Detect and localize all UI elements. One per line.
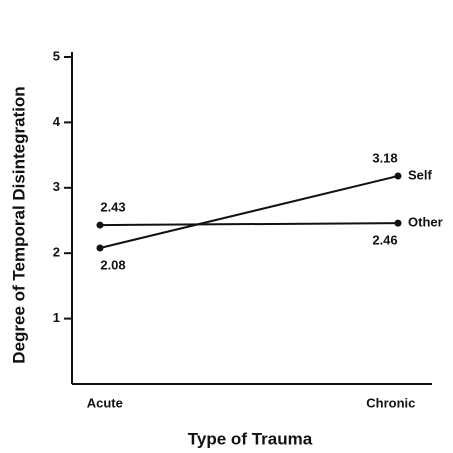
point — [96, 221, 104, 229]
value-label: 2.08 — [100, 257, 125, 272]
point — [96, 244, 104, 252]
series-line — [99, 175, 399, 249]
point — [394, 172, 402, 180]
y-tick-label: 2 — [53, 245, 60, 260]
y-tick-label: 3 — [53, 179, 60, 194]
x-axis-title: Type of Trauma — [188, 429, 313, 448]
value-label: 2.46 — [372, 233, 397, 248]
y-axis-title: Degree of Temporal Disintegration — [9, 86, 28, 363]
value-label: 2.43 — [100, 200, 125, 215]
series-label: Self — [408, 167, 433, 182]
value-label: 3.18 — [372, 150, 397, 165]
y-tick-label: 5 — [53, 48, 60, 63]
y-tick-label: 1 — [53, 310, 60, 325]
series-label: Other — [408, 215, 443, 230]
x-tick-label: Chronic — [366, 395, 415, 410]
series-line — [99, 222, 399, 227]
x-tick-label: Acute — [87, 395, 123, 410]
point — [394, 219, 402, 227]
y-tick-label: 4 — [53, 114, 61, 129]
